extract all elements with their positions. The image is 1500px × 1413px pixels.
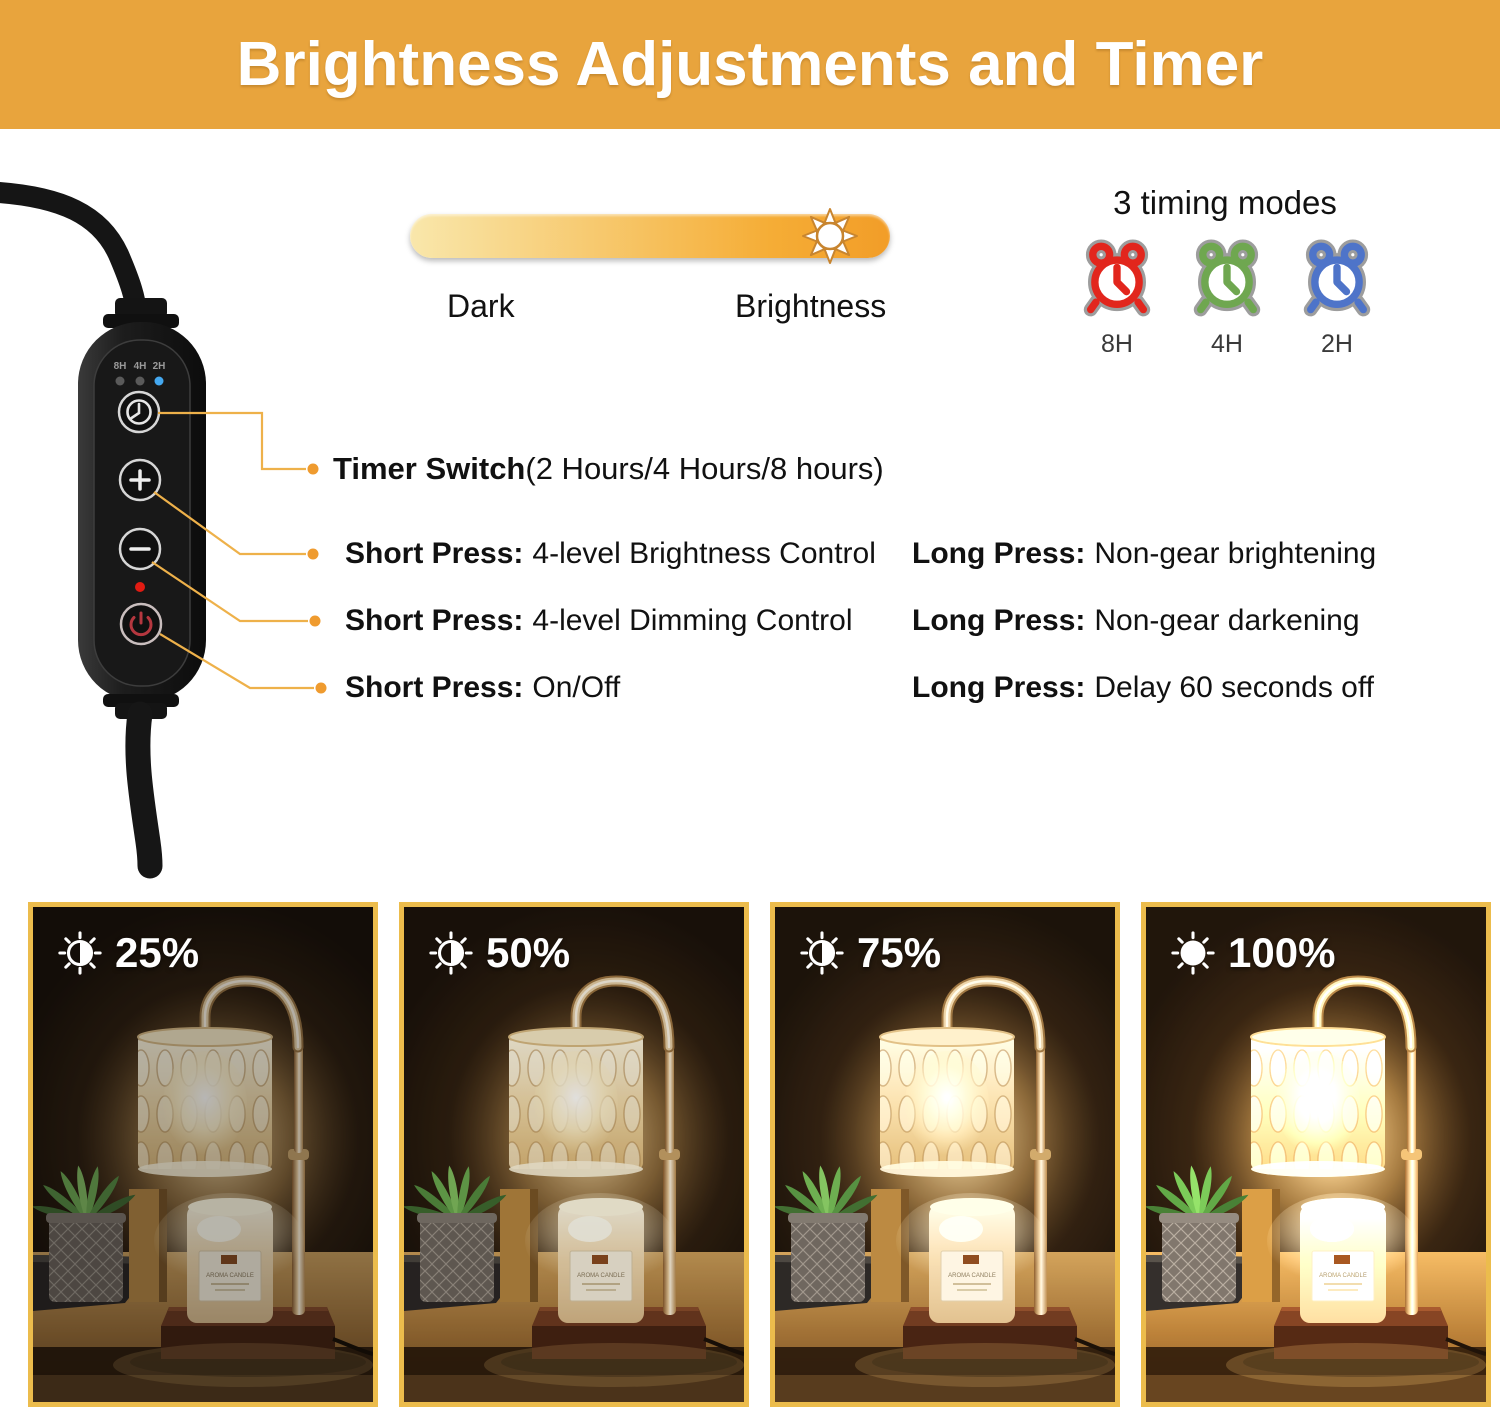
alarm-clock-icon-8h	[1083, 239, 1151, 317]
brightness-up-button	[118, 458, 162, 502]
slider-label-dark: Dark	[447, 288, 515, 324]
led-2h-active	[154, 376, 164, 386]
timing-mode-label-2h: 2H	[1321, 330, 1353, 358]
led-4h	[135, 376, 145, 386]
sun-half-icon	[799, 930, 845, 976]
title-banner: Brightness Adjustments and Timer	[0, 0, 1500, 129]
plus-icon	[129, 469, 151, 491]
lamp-photo-25	[33, 907, 373, 1402]
brightness-panel-50: 50%	[399, 902, 749, 1407]
timing-modes-heading: 3 timing modes	[1113, 184, 1337, 221]
page-title: Brightness Adjustments and Timer	[236, 30, 1264, 99]
lamp-photo-100	[1146, 907, 1486, 1402]
led-8h	[115, 376, 125, 386]
timer-switch-label: Timer Switch(2 Hours/4 Hours/8 hours)	[333, 451, 884, 486]
led-label-8h: 8H	[114, 361, 127, 372]
short-press-dimming-label: Short Press: 4-level Dimming Control	[345, 604, 853, 637]
led-label-2h: 2H	[153, 361, 166, 372]
sun-half-icon	[428, 930, 474, 976]
long-press-delay-label: Long Press: Delay 60 seconds off	[912, 671, 1374, 704]
status-led	[135, 582, 145, 592]
brightness-percent-label: 100%	[1170, 929, 1335, 977]
brightness-panel-75: 75%	[770, 902, 1120, 1407]
sun-full-icon	[1170, 930, 1216, 976]
led-label-4h: 4H	[134, 361, 147, 372]
long-press-brightening-label: Long Press: Non-gear brightening	[912, 537, 1377, 570]
brightness-panel-25: 25%	[28, 902, 378, 1407]
lamp-photo-75	[775, 907, 1115, 1402]
short-press-onoff-label: Short Press: On/Off	[345, 671, 621, 704]
brightness-percent-label: 25%	[57, 929, 199, 977]
inline-controller: 8H 4H 2H	[0, 182, 206, 879]
timing-mode-label-4h: 4H	[1211, 330, 1243, 358]
brightness-percent-label: 50%	[428, 929, 570, 977]
power-cable-bottom	[125, 701, 163, 879]
slider-label-brightness: Brightness	[735, 288, 887, 324]
brightness-percent-label: 75%	[799, 929, 941, 977]
timing-mode-label-8h: 8H	[1101, 330, 1133, 358]
power-icon	[129, 611, 153, 637]
brightness-down-button	[118, 527, 162, 571]
short-press-brightness-label: Short Press: 4-level Brightness Control	[345, 537, 876, 570]
brightness-panel-100: 100%	[1141, 902, 1491, 1407]
sun-icon	[802, 208, 858, 264]
power-button	[119, 602, 163, 646]
brightness-slider	[410, 208, 890, 264]
clock-icon	[126, 399, 152, 425]
timer-button	[117, 390, 161, 434]
alarm-clock-icon-4h	[1193, 239, 1261, 317]
lamp-photo-50	[404, 907, 744, 1402]
long-press-darkening-label: Long Press: Non-gear darkening	[912, 604, 1360, 637]
sun-half-icon	[57, 930, 103, 976]
alarm-clock-icon-2h	[1303, 239, 1371, 317]
power-cable	[0, 182, 147, 321]
